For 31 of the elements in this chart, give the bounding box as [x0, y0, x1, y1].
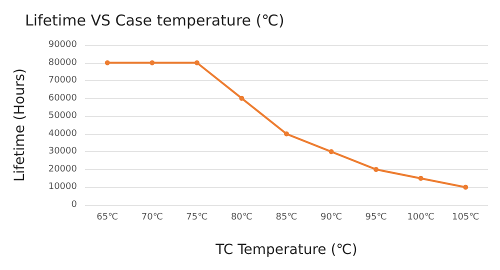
x-tick-label: 70℃	[141, 212, 163, 222]
y-tick-label: 0	[71, 200, 78, 210]
point	[150, 60, 155, 66]
point	[328, 149, 334, 154]
y-tick-label: 10000	[48, 182, 78, 192]
x-tick-label: 65℃	[96, 212, 118, 222]
y-tick-label: 50000	[48, 111, 78, 122]
x-tick-label: 100℃	[407, 212, 434, 222]
x-tick-label: 85℃	[276, 212, 298, 222]
x-tick-label: 75℃	[186, 212, 208, 222]
x-tick-label: 105℃	[452, 212, 480, 222]
chart-title: Lifetime VS Case temperature (℃)	[25, 12, 284, 30]
y-tick-label: 40000	[48, 128, 78, 139]
y-tick-label: 20000	[48, 164, 78, 174]
point	[194, 60, 200, 66]
y-tick-label: 70000	[48, 76, 78, 86]
y-tick-label: 80000	[48, 58, 78, 68]
point	[374, 166, 379, 172]
x-tick-label: 95℃	[365, 212, 387, 222]
point	[463, 184, 468, 190]
y-axis-title: Lifetime (Hours)	[12, 68, 28, 182]
point	[239, 96, 244, 101]
y-tick-label: 30000	[48, 146, 78, 157]
point	[104, 60, 110, 66]
point	[284, 131, 289, 136]
y-tick-label: 60000	[48, 93, 78, 104]
y-tick-label: 90000	[48, 40, 78, 50]
x-tick-label: 90℃	[320, 212, 342, 222]
x-tick-label: 80℃	[230, 212, 253, 222]
point	[418, 176, 424, 181]
x-axis-title: TC Temperature (℃)	[214, 242, 358, 258]
